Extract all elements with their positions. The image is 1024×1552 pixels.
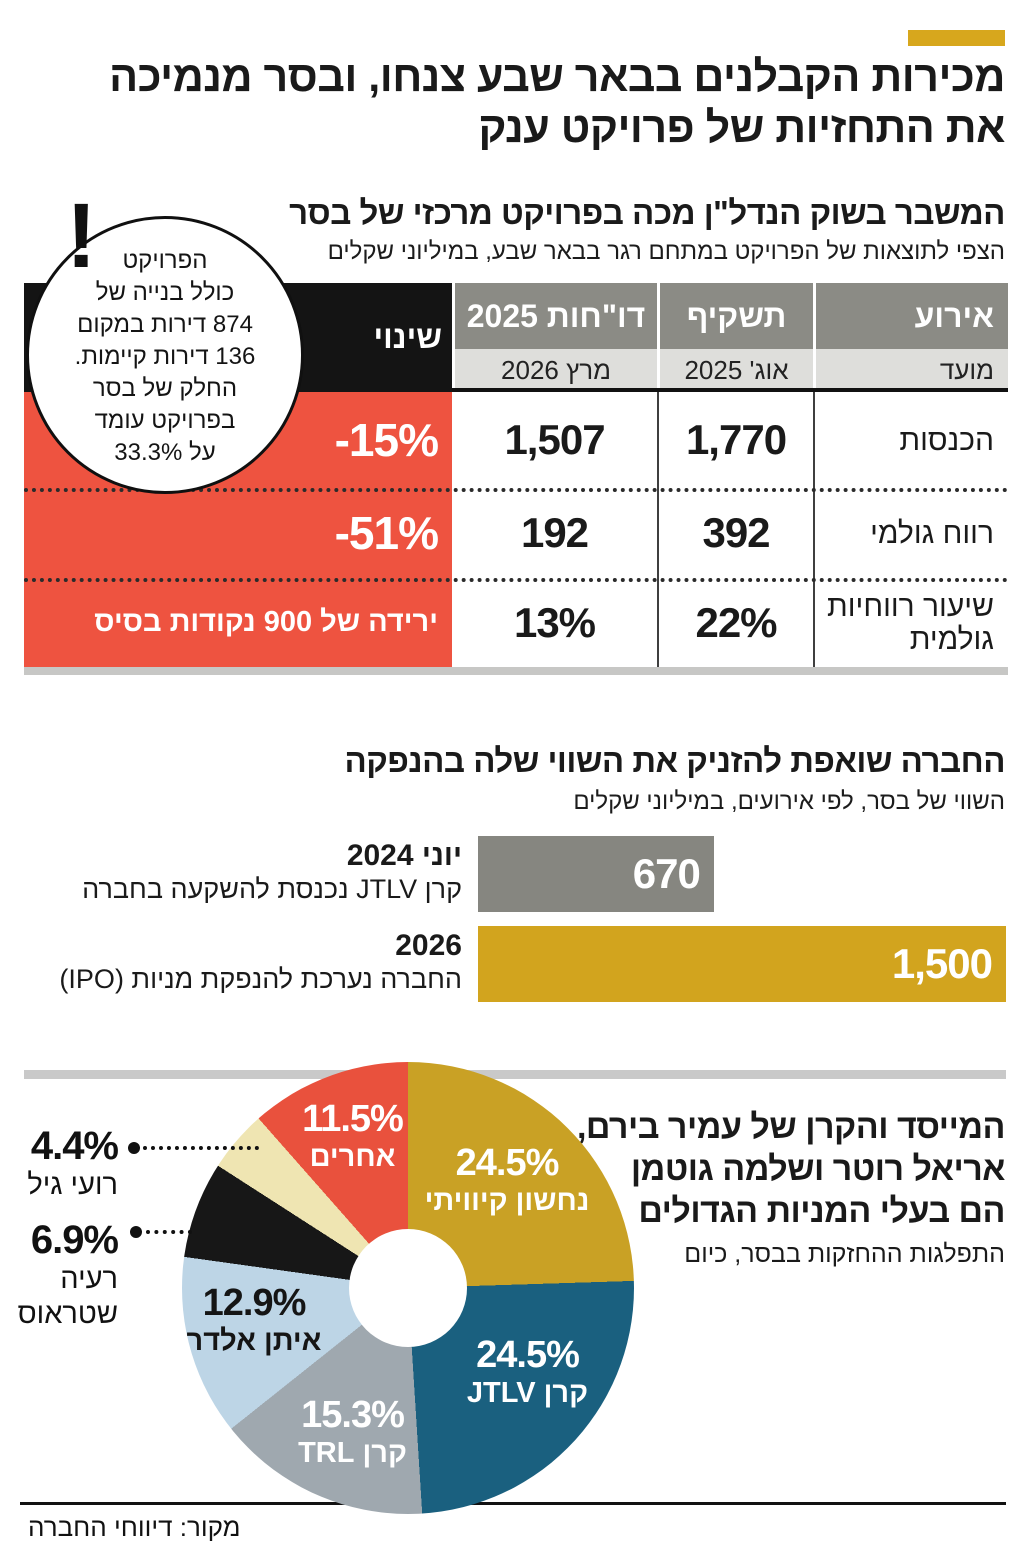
exclamation-icon: ! — [66, 185, 97, 287]
slice-label-jtlv: 24.5% קרן JTLV — [466, 1334, 589, 1409]
section-divider — [24, 1070, 1006, 1079]
pie-section-subtitle: התפלגות ההחזקות בבסר, כיום — [684, 1240, 1005, 1268]
slice-label-nachshon-kiviti: 24.5% נחשון קיוויתי — [424, 1142, 590, 1217]
table-dotted-separator — [24, 578, 1008, 582]
project-callout-text: הפרויקט כולל בנייה של 874 דירות במקום 13… — [74, 247, 256, 466]
slice-label-trl: 15.3% קרן TRL — [298, 1394, 407, 1469]
leader-dot — [128, 1142, 140, 1154]
outside-label-raya-strauss: 6.9% רעיה שטראוס — [17, 1218, 119, 1330]
donut-hole — [349, 1229, 467, 1347]
table-row-label: שיעור רווחיות גולמית — [813, 578, 1008, 667]
donut-chart: 24.5% נחשון קיוויתי 24.5% קרן JTLV 15.3%… — [182, 1062, 634, 1514]
table-cell-prospectus: 22% — [657, 578, 813, 667]
col-header-event: אירוע — [813, 283, 1008, 349]
bar-track-2026: 1,500 — [478, 926, 1006, 1002]
date-row-label: מועד — [813, 349, 1008, 392]
leader-dot — [130, 1226, 142, 1238]
outside-label-roi-gil: 4.4% רועי גיל — [27, 1124, 119, 1201]
table-cell-prospectus: 1,770 — [657, 392, 813, 488]
leader-line — [143, 1146, 259, 1150]
table-dotted-separator — [24, 488, 1008, 492]
col-header-reports: דו"חות 2025 — [452, 283, 657, 349]
bar-label-2024: יוני 2024 קרן JTLV נכנסת להשקעה בחברה — [82, 839, 462, 904]
table-row-label: רווח גולמי — [813, 488, 1008, 578]
date-row-reports: מרץ 2026 — [452, 349, 657, 392]
bar-2026: 1,500 — [478, 926, 1006, 1002]
bar-2024: 670 — [478, 836, 714, 912]
table-cell-reports: 13% — [513, 598, 596, 646]
page-title-line1: מכירות הקבלנים בבאר שבע צנחו, ובסר מנמיכ… — [109, 53, 1005, 101]
table-section-title: המשבר בשוק הנדל"ן מכה בפרויקט מרכזי של ב… — [289, 194, 1005, 231]
bar-section-subtitle: השווי של בסר, לפי אירועים, במיליוני שקלי… — [573, 788, 1005, 815]
project-callout-bubble: הפרויקט כולל בנייה של 874 דירות במקום 13… — [26, 216, 304, 494]
table-cell-reports: 1,507 — [504, 416, 605, 463]
date-row-prospectus: אוג' 2025 — [657, 349, 813, 392]
masthead-accent-bar — [908, 30, 1005, 46]
table-cell-change: -51% — [24, 488, 452, 578]
table-header-divider — [452, 388, 1008, 392]
table-cell-reports: 192 — [520, 509, 589, 556]
col-header-prospectus: תשקיף — [657, 283, 813, 349]
page-title: מכירות הקבלנים בבאר שבע צנחו, ובסר מנמיכ… — [109, 52, 1005, 154]
table-section-subtitle: הצפי לתוצאות של הפרויקט במתחם רגר בבאר ש… — [327, 238, 1005, 265]
slice-label-eitan-eldar: 12.9% איתן אלדר — [186, 1282, 322, 1357]
slice-label-others: 11.5% אחרים — [302, 1098, 404, 1173]
table-cell-change: ירידה של 900 נקודות בסיס — [24, 578, 452, 667]
bar-value-2026: 1,500 — [891, 940, 993, 987]
table-bottom-strip — [24, 667, 1008, 675]
pie-section-title: המייסד והקרן של עמיר בירם, אריאל רוטר וש… — [576, 1108, 1006, 1268]
bar-label-2026: 2026 החברה נערכת להנפקת מניות (IPO) — [59, 929, 462, 994]
bar-section-title: החברה שואפת להזניק את השווי שלה בהנפקה — [344, 742, 1006, 779]
bar-track-2024: 670 — [478, 836, 1006, 912]
leader-line — [146, 1230, 192, 1234]
source-credit: מקור: דיווחי החברה — [28, 1512, 241, 1542]
bar-value-2024: 670 — [632, 850, 701, 897]
table-row-label: הכנסות — [813, 392, 1008, 488]
footer-rule — [20, 1502, 1006, 1505]
page-title-line2: את התחזיות של פרויקט ענק — [478, 104, 1005, 152]
table-cell-prospectus: 392 — [657, 488, 813, 578]
